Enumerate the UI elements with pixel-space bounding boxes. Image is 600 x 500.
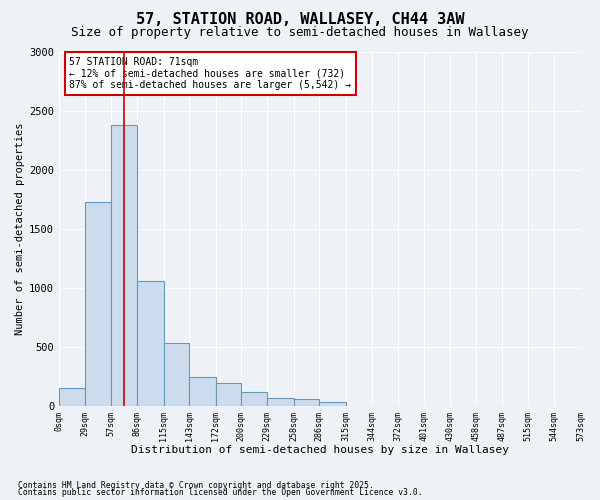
Text: 57 STATION ROAD: 71sqm
← 12% of semi-detached houses are smaller (732)
87% of se: 57 STATION ROAD: 71sqm ← 12% of semi-det… (70, 57, 352, 90)
Bar (294, 400, 319, 406)
Text: Contains HM Land Registry data © Crown copyright and database right 2025.: Contains HM Land Registry data © Crown c… (18, 481, 374, 490)
Bar (164, 344, 189, 406)
Bar (111, 125, 137, 406)
Text: Size of property relative to semi-detached houses in Wallasey: Size of property relative to semi-detach… (71, 26, 529, 39)
Bar (59, 388, 85, 406)
Bar (215, 383, 241, 406)
X-axis label: Distribution of semi-detached houses by size in Wallasey: Distribution of semi-detached houses by … (131, 445, 509, 455)
Text: 57, STATION ROAD, WALLASEY, CH44 3AW: 57, STATION ROAD, WALLASEY, CH44 3AW (136, 12, 464, 28)
Text: Contains public sector information licensed under the Open Government Licence v3: Contains public sector information licen… (18, 488, 422, 497)
Bar (137, 280, 164, 406)
Bar (85, 202, 111, 406)
Bar (189, 377, 215, 406)
Bar (268, 398, 294, 406)
Bar (241, 392, 268, 406)
Y-axis label: Number of semi-detached properties: Number of semi-detached properties (15, 122, 25, 335)
Bar (319, 402, 346, 406)
